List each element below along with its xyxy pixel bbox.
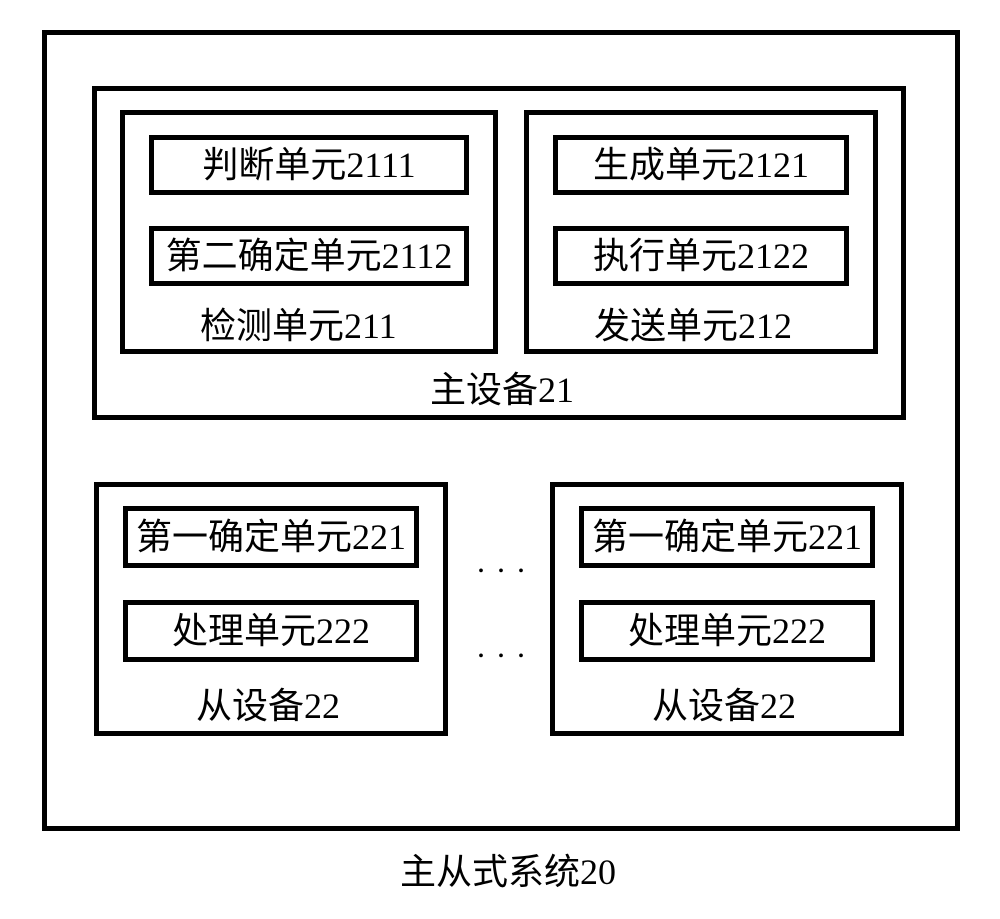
send-module-label: 发送单元212 xyxy=(594,308,792,344)
process-unit-right-box: 处理单元222 xyxy=(579,600,875,662)
diagram-canvas: 判断单元2111 第二确定单元2112 检测单元211 生成单元2121 执行单… xyxy=(0,0,1000,919)
first-determine-unit-right-box: 第一确定单元221 xyxy=(579,506,875,568)
first-determine-unit-left-label: 第一确定单元221 xyxy=(136,519,406,555)
process-unit-right-label: 处理单元222 xyxy=(628,613,826,649)
execute-unit-box: 执行单元2122 xyxy=(553,226,849,286)
master-device-label: 主设备21 xyxy=(430,372,574,408)
first-determine-unit-left-box: 第一确定单元221 xyxy=(123,506,419,568)
process-unit-left-label: 处理单元222 xyxy=(172,613,370,649)
generate-unit-label: 生成单元2121 xyxy=(593,147,809,183)
detection-module-label: 检测单元211 xyxy=(200,308,397,344)
ellipsis-bottom: . . . xyxy=(477,630,527,662)
second-determine-unit-box: 第二确定单元2112 xyxy=(149,226,469,286)
judge-unit-label: 判断单元2111 xyxy=(202,147,415,183)
process-unit-left-box: 处理单元222 xyxy=(123,600,419,662)
ellipsis-top: . . . xyxy=(477,545,527,577)
execute-unit-label: 执行单元2122 xyxy=(593,238,809,274)
slave-device-left-label: 从设备22 xyxy=(196,688,340,724)
judge-unit-box: 判断单元2111 xyxy=(149,135,469,195)
second-determine-unit-label: 第二确定单元2112 xyxy=(166,238,453,274)
slave-device-right-label: 从设备22 xyxy=(652,688,796,724)
system-label: 主从式系统20 xyxy=(400,854,616,890)
generate-unit-box: 生成单元2121 xyxy=(553,135,849,195)
first-determine-unit-right-label: 第一确定单元221 xyxy=(592,519,862,555)
